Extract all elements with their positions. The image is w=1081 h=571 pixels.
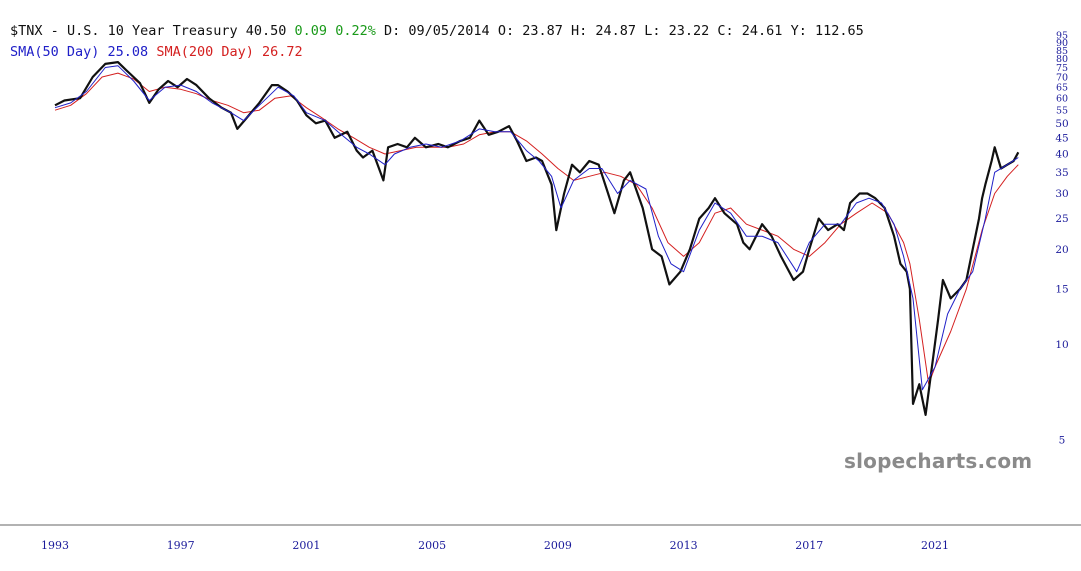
sma200-label: SMA(200 Day) bbox=[156, 44, 254, 60]
x-tick-label: 2009 bbox=[544, 539, 572, 552]
x-tick-label: 2005 bbox=[418, 539, 446, 552]
y-label: Y: bbox=[790, 23, 807, 39]
high-label: H: bbox=[571, 23, 588, 39]
sma50-line bbox=[54, 65, 1019, 391]
open-label: O: bbox=[497, 23, 515, 39]
date-label: D: bbox=[383, 23, 401, 39]
y-tick-label: 5 bbox=[1059, 435, 1066, 447]
price-change: 0.09 bbox=[294, 23, 328, 39]
y-tick-label: 20 bbox=[1055, 244, 1068, 256]
symbol: $TNX bbox=[10, 23, 43, 39]
quote-header: $TNX - U.S. 10 Year Treasury 40.50 0.09 … bbox=[10, 23, 864, 39]
y-tick-label: 40 bbox=[1055, 149, 1068, 161]
y-tick-label: 45 bbox=[1055, 132, 1068, 144]
x-tick-label: 2001 bbox=[292, 539, 320, 552]
sma50-label: SMA(50 Day) bbox=[10, 44, 100, 60]
instrument-name: U.S. 10 Year Treasury bbox=[66, 23, 238, 39]
y-tick-label: 95 bbox=[1056, 31, 1068, 42]
y-tick-label: 80 bbox=[1056, 54, 1068, 65]
y-tick-label: 50 bbox=[1055, 118, 1068, 130]
y-tick-label: 35 bbox=[1055, 167, 1068, 179]
sma200-value: 26.72 bbox=[262, 44, 303, 60]
x-tick-label: 2017 bbox=[795, 539, 823, 552]
watermark: slopecharts.com bbox=[844, 449, 1033, 473]
y-tick-label: 75 bbox=[1056, 63, 1068, 74]
y-tick-label: 85 bbox=[1056, 46, 1068, 57]
y-tick-label: 25 bbox=[1055, 213, 1068, 225]
y-value: 112.65 bbox=[814, 23, 864, 39]
y-tick-label: 60 bbox=[1056, 94, 1068, 105]
high-value: 24.87 bbox=[595, 23, 637, 39]
x-tick-label: 2021 bbox=[921, 539, 949, 552]
x-tick-label: 1993 bbox=[41, 539, 69, 552]
y-tick-label: 30 bbox=[1055, 188, 1068, 200]
y-tick-label: 65 bbox=[1056, 83, 1068, 94]
x-tick-label: 2013 bbox=[670, 539, 698, 552]
close-value: 24.61 bbox=[741, 23, 783, 39]
sma200-line bbox=[54, 72, 1019, 385]
y-tick-label: 15 bbox=[1055, 283, 1068, 295]
low-label: L: bbox=[644, 23, 661, 39]
indicator-legend: SMA(50 Day) 25.08 SMA(200 Day) 26.72 bbox=[10, 44, 303, 60]
x-axis: 1993 1997 2001 2005 2009 2013 2017 2021 bbox=[41, 539, 949, 552]
y-tick-label: 55 bbox=[1056, 106, 1068, 117]
close-label: C: bbox=[717, 23, 734, 39]
y-tick-label: 70 bbox=[1056, 73, 1068, 84]
separator: - bbox=[50, 23, 59, 39]
price-change-percent: 0.22% bbox=[335, 23, 376, 39]
date-value: 09/05/2014 bbox=[408, 23, 490, 39]
x-tick-label: 1997 bbox=[167, 539, 195, 552]
last-price: 40.50 bbox=[245, 23, 287, 39]
series-layer bbox=[54, 60, 1020, 416]
sma50-value: 25.08 bbox=[107, 44, 149, 60]
price-line bbox=[54, 60, 1020, 416]
y-tick-label: 10 bbox=[1055, 339, 1068, 351]
open-value: 23.87 bbox=[522, 23, 563, 39]
low-value: 23.22 bbox=[668, 23, 710, 39]
y-tick-label: 90 bbox=[1056, 38, 1068, 49]
